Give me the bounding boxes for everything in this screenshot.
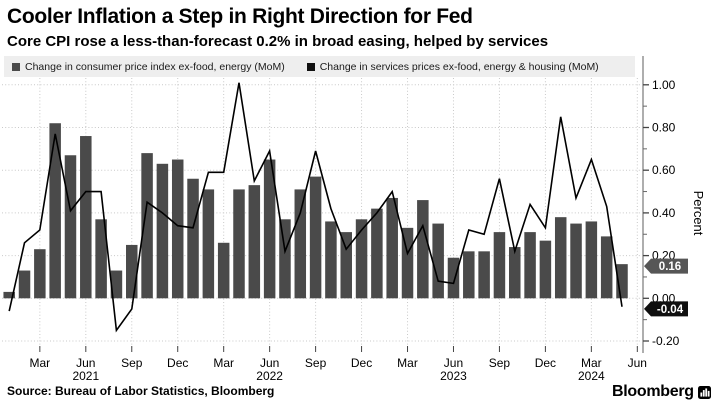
core-cpi-bar (554, 217, 567, 299)
bloomberg-terminal-icon (697, 385, 711, 399)
core-cpi-bar (447, 257, 460, 299)
legend-swatch-icon (306, 62, 315, 71)
x-tick-label: Mar (397, 356, 418, 370)
y-tick-label: 0.80 (652, 121, 676, 135)
source-note: Source: Bureau of Labor Statistics, Bloo… (7, 384, 275, 398)
value-badge-label: -0.04 (657, 304, 684, 316)
core-cpi-bar (95, 219, 107, 299)
x-year-label: 2021 (72, 369, 99, 383)
x-tick-label: Jun (76, 356, 95, 370)
value-badge-label: 0.16 (659, 261, 681, 273)
x-tick-label: Mar (581, 356, 602, 370)
core-cpi-bar (294, 189, 307, 299)
legend-label: Change in consumer price index ex-food, … (25, 60, 285, 73)
legend-label: Change in services prices ex-food, energ… (319, 60, 599, 73)
core-cpi-bar (263, 159, 276, 299)
core-cpi-bar (110, 270, 123, 299)
x-tick-label: Sep (305, 356, 327, 370)
core-cpi-bar (524, 232, 536, 299)
core-cpi-bar (478, 251, 490, 299)
y-tick-label: 0.60 (652, 163, 676, 177)
core-cpi-bar (585, 221, 598, 299)
services-line (8, 82, 623, 333)
x-tick-label: Dec (535, 356, 556, 370)
core-cpi-bar (141, 153, 153, 299)
x-tick-label: Jun (628, 356, 647, 370)
core-cpi-bar (371, 208, 383, 299)
core-cpi-bar (279, 219, 291, 299)
core-cpi-bar (233, 189, 245, 299)
x-tick-label: Jun (444, 356, 463, 370)
core-cpi-bar (126, 244, 138, 299)
core-cpi-bar (355, 219, 368, 299)
core-cpi-bar (34, 249, 46, 299)
core-cpi-bar (187, 178, 199, 299)
core-cpi-bar (386, 197, 398, 299)
core-cpi-bar (493, 232, 506, 299)
bloomberg-logo: Bloomberg (612, 383, 711, 401)
core-cpi-bar (171, 159, 184, 299)
legend-item: Change in consumer price index ex-food, … (12, 61, 285, 73)
legend-swatch-icon (12, 62, 20, 71)
core-cpi-bar (509, 247, 521, 299)
x-year-label: 2024 (578, 369, 605, 383)
y-tick-label: -0.20 (652, 334, 680, 348)
x-tick-label: Dec (167, 356, 188, 370)
core-cpi-bar (217, 242, 230, 299)
core-cpi-bar (64, 155, 77, 299)
core-cpi-bar (432, 223, 444, 299)
legend: Change in consumer price index ex-food, … (4, 56, 635, 77)
legend-item: Change in services prices ex-food, energ… (306, 60, 599, 73)
chart-subtitle: Core CPI rose a less-than-forecast 0.2% … (7, 33, 549, 50)
x-tick-label: Mar (30, 356, 51, 370)
core-cpi-bar (600, 236, 613, 299)
core-cpi-bar (570, 223, 582, 299)
core-cpi-bar (248, 185, 261, 299)
core-cpi-bar (325, 221, 337, 299)
core-cpi-bar (616, 264, 628, 299)
x-tick-label: Dec (351, 356, 372, 370)
x-tick-label: Mar (213, 356, 234, 370)
x-year-label: 2023 (440, 369, 467, 383)
y-tick-label: 1.00 (652, 78, 676, 92)
core-cpi-bar (3, 291, 15, 299)
core-cpi-bar (156, 163, 169, 299)
core-cpi-bar (539, 240, 552, 299)
core-cpi-bar (340, 232, 352, 299)
x-tick-label: Jun (260, 356, 279, 370)
value-badge (644, 301, 688, 317)
y-axis-title: Percent (691, 191, 706, 236)
core-cpi-bar (463, 251, 475, 299)
x-tick-label: Sep (121, 356, 143, 370)
core-cpi-bar (417, 200, 429, 299)
x-year-label: 2022 (256, 369, 283, 383)
core-cpi-bar (49, 123, 61, 299)
core-cpi-bar (80, 136, 92, 299)
value-badge (644, 258, 688, 274)
page-title: Cooler Inflation a Step in Right Directi… (7, 5, 473, 28)
core-cpi-bar (309, 176, 322, 299)
core-cpi-bar (18, 270, 31, 299)
core-cpi-bar (401, 227, 414, 299)
x-tick-label: Sep (489, 356, 511, 370)
bloomberg-wordmark: Bloomberg (612, 383, 694, 400)
core-cpi-bar (202, 189, 215, 299)
y-tick-label: 0.40 (652, 206, 676, 220)
